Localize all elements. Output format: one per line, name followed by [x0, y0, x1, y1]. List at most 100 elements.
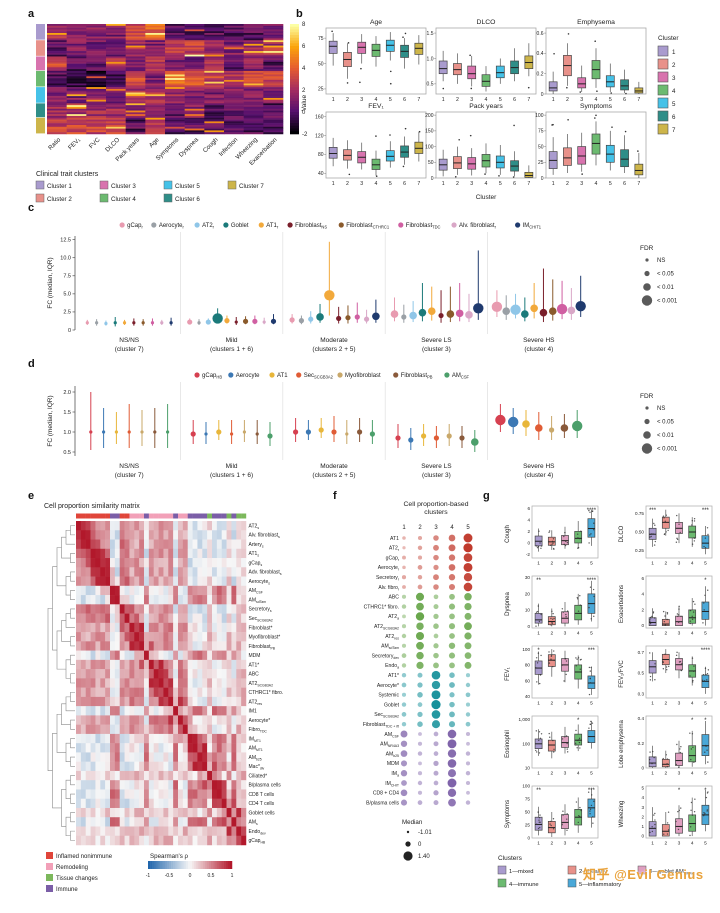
- significance-mark: *: [537, 648, 540, 654]
- legend-label: Goblet: [231, 223, 249, 229]
- legend-label: AT1: [277, 373, 288, 379]
- significance-mark: ***: [588, 788, 596, 794]
- y-tick: 0.4: [638, 716, 645, 721]
- x-tick: 6: [403, 97, 406, 103]
- x-tick: 6: [513, 181, 516, 187]
- x-tick: 2: [550, 561, 553, 567]
- y-tick: 1.5: [63, 410, 71, 416]
- row-label: AT1: [390, 536, 399, 542]
- y-tick: 0.75: [635, 511, 644, 516]
- x-tick: 4: [577, 561, 580, 567]
- cluster-swatch: [657, 123, 669, 135]
- y-tick: 50: [538, 144, 544, 150]
- x-tick: 2: [566, 97, 569, 103]
- significance-mark: **: [536, 788, 541, 794]
- y-tick: 30: [525, 575, 531, 580]
- cluster-swatch: [99, 180, 109, 190]
- row-label: AT2res: [385, 634, 399, 641]
- legend-label: FibroblastTDC: [406, 223, 441, 230]
- y-tick: 0.3: [638, 691, 645, 696]
- row-label: IMa: [391, 771, 399, 778]
- cluster-swatch: [35, 180, 45, 190]
- fdr-legend-label: NS: [657, 406, 665, 412]
- x-tick: 4: [577, 631, 580, 637]
- panel-c-forest: gCapr Aerocyter AT2r Goblet AT1r FibroblastNS…: [47, 222, 678, 353]
- matrix-row-label: AT2SCGB3A2: [249, 681, 274, 688]
- group-label: Moderate: [320, 463, 348, 470]
- x-tick: 1: [537, 841, 540, 847]
- x-tick: 1: [651, 701, 654, 707]
- group-label: (cluster 4): [524, 346, 553, 353]
- legend-label: 2: [672, 62, 676, 69]
- x-tick: 1: [537, 701, 540, 707]
- legend-label: FibroblastNS: [295, 223, 327, 230]
- legend-title: Cluster: [658, 35, 679, 42]
- legend-label: Cluster 3: [111, 183, 136, 190]
- x-tick: 3: [580, 181, 583, 187]
- measure-label: Eosinophil: [505, 730, 511, 758]
- row-label: FibroblastTDC + ift: [363, 722, 399, 729]
- matrix-row-label: Adv. fibroblasts: [249, 570, 282, 577]
- legend-label: Tissue changes: [56, 876, 98, 882]
- colorbar-tick: 0.5: [208, 873, 215, 879]
- y-axis-label: FC (median, IQR): [47, 395, 54, 446]
- fdr-legend-label: < 0.01: [657, 433, 675, 439]
- legend-label: Cluster 2: [47, 196, 72, 203]
- y-tick: 1: [641, 824, 644, 829]
- x-tick: 1: [537, 771, 540, 777]
- y-tick: 1,000: [519, 717, 531, 722]
- y-tick: 100: [522, 647, 530, 652]
- x-tick: 4: [577, 771, 580, 777]
- x-tick: 3: [678, 701, 681, 707]
- heatmap-col-label: FEV₁: [67, 136, 82, 151]
- y-tick: 0: [527, 541, 530, 546]
- group-label: (clusters 1 + 6): [210, 346, 253, 353]
- y-tick: 25: [318, 87, 324, 93]
- x-tick: 3: [564, 701, 567, 707]
- matrix-row-label: AMb25: [249, 755, 262, 762]
- x-tick: 4: [577, 841, 580, 847]
- matrix-row-label: IMMT1: [249, 736, 261, 743]
- panel-title: clusters: [424, 509, 448, 516]
- x-tick: 2: [664, 631, 667, 637]
- fdr-legend-label: < 0.05: [657, 420, 675, 426]
- legend-label: 5—inflammatory: [579, 882, 621, 888]
- significance-mark: *: [704, 578, 707, 584]
- legend-label: Aerocyter: [159, 223, 185, 230]
- legend-title: Clusters: [498, 855, 523, 862]
- matrix-row-label: Fibroblast*: [249, 625, 273, 631]
- x-tick: 2: [346, 181, 349, 187]
- matrix-row-label: AMs: [249, 820, 259, 827]
- group-swatch: [46, 874, 53, 881]
- subplot-title: Pack years: [469, 103, 503, 110]
- x-tick: 5: [704, 631, 707, 637]
- group-label: (cluster 3): [422, 472, 451, 479]
- y-tick: 40: [318, 171, 324, 177]
- legend-label: Inflamed nonimmune: [56, 854, 113, 860]
- panel-label-b: b: [296, 8, 303, 20]
- group-label: (cluster 3): [422, 346, 451, 353]
- x-tick: 5: [590, 771, 593, 777]
- legend-label: -1.01: [418, 830, 432, 836]
- x-tick: 3: [580, 97, 583, 103]
- x-tick: 3: [360, 97, 363, 103]
- panel-label-e: e: [28, 490, 35, 502]
- significance-mark: *: [678, 788, 681, 794]
- legend-label: AT1r: [266, 223, 279, 230]
- x-tick: 2: [456, 97, 459, 103]
- x-tick: 1: [442, 97, 445, 103]
- x-tick: 6: [513, 97, 516, 103]
- subplot-title: FEV₁: [368, 103, 384, 110]
- panel-label-g: g: [483, 490, 490, 502]
- x-tick: 2: [550, 841, 553, 847]
- y-tick: 0.4: [537, 51, 544, 57]
- fdr-legend-title: FDR: [640, 245, 654, 252]
- group-label: Severe HS: [523, 337, 555, 344]
- legend-label: 4: [672, 88, 676, 95]
- matrix-row-label: Arterys: [249, 542, 264, 549]
- group-swatch: [46, 863, 53, 870]
- x-tick: 2: [664, 771, 667, 777]
- x-tick: 7: [417, 97, 420, 103]
- matrix-row-label: Goblet cells: [249, 810, 276, 816]
